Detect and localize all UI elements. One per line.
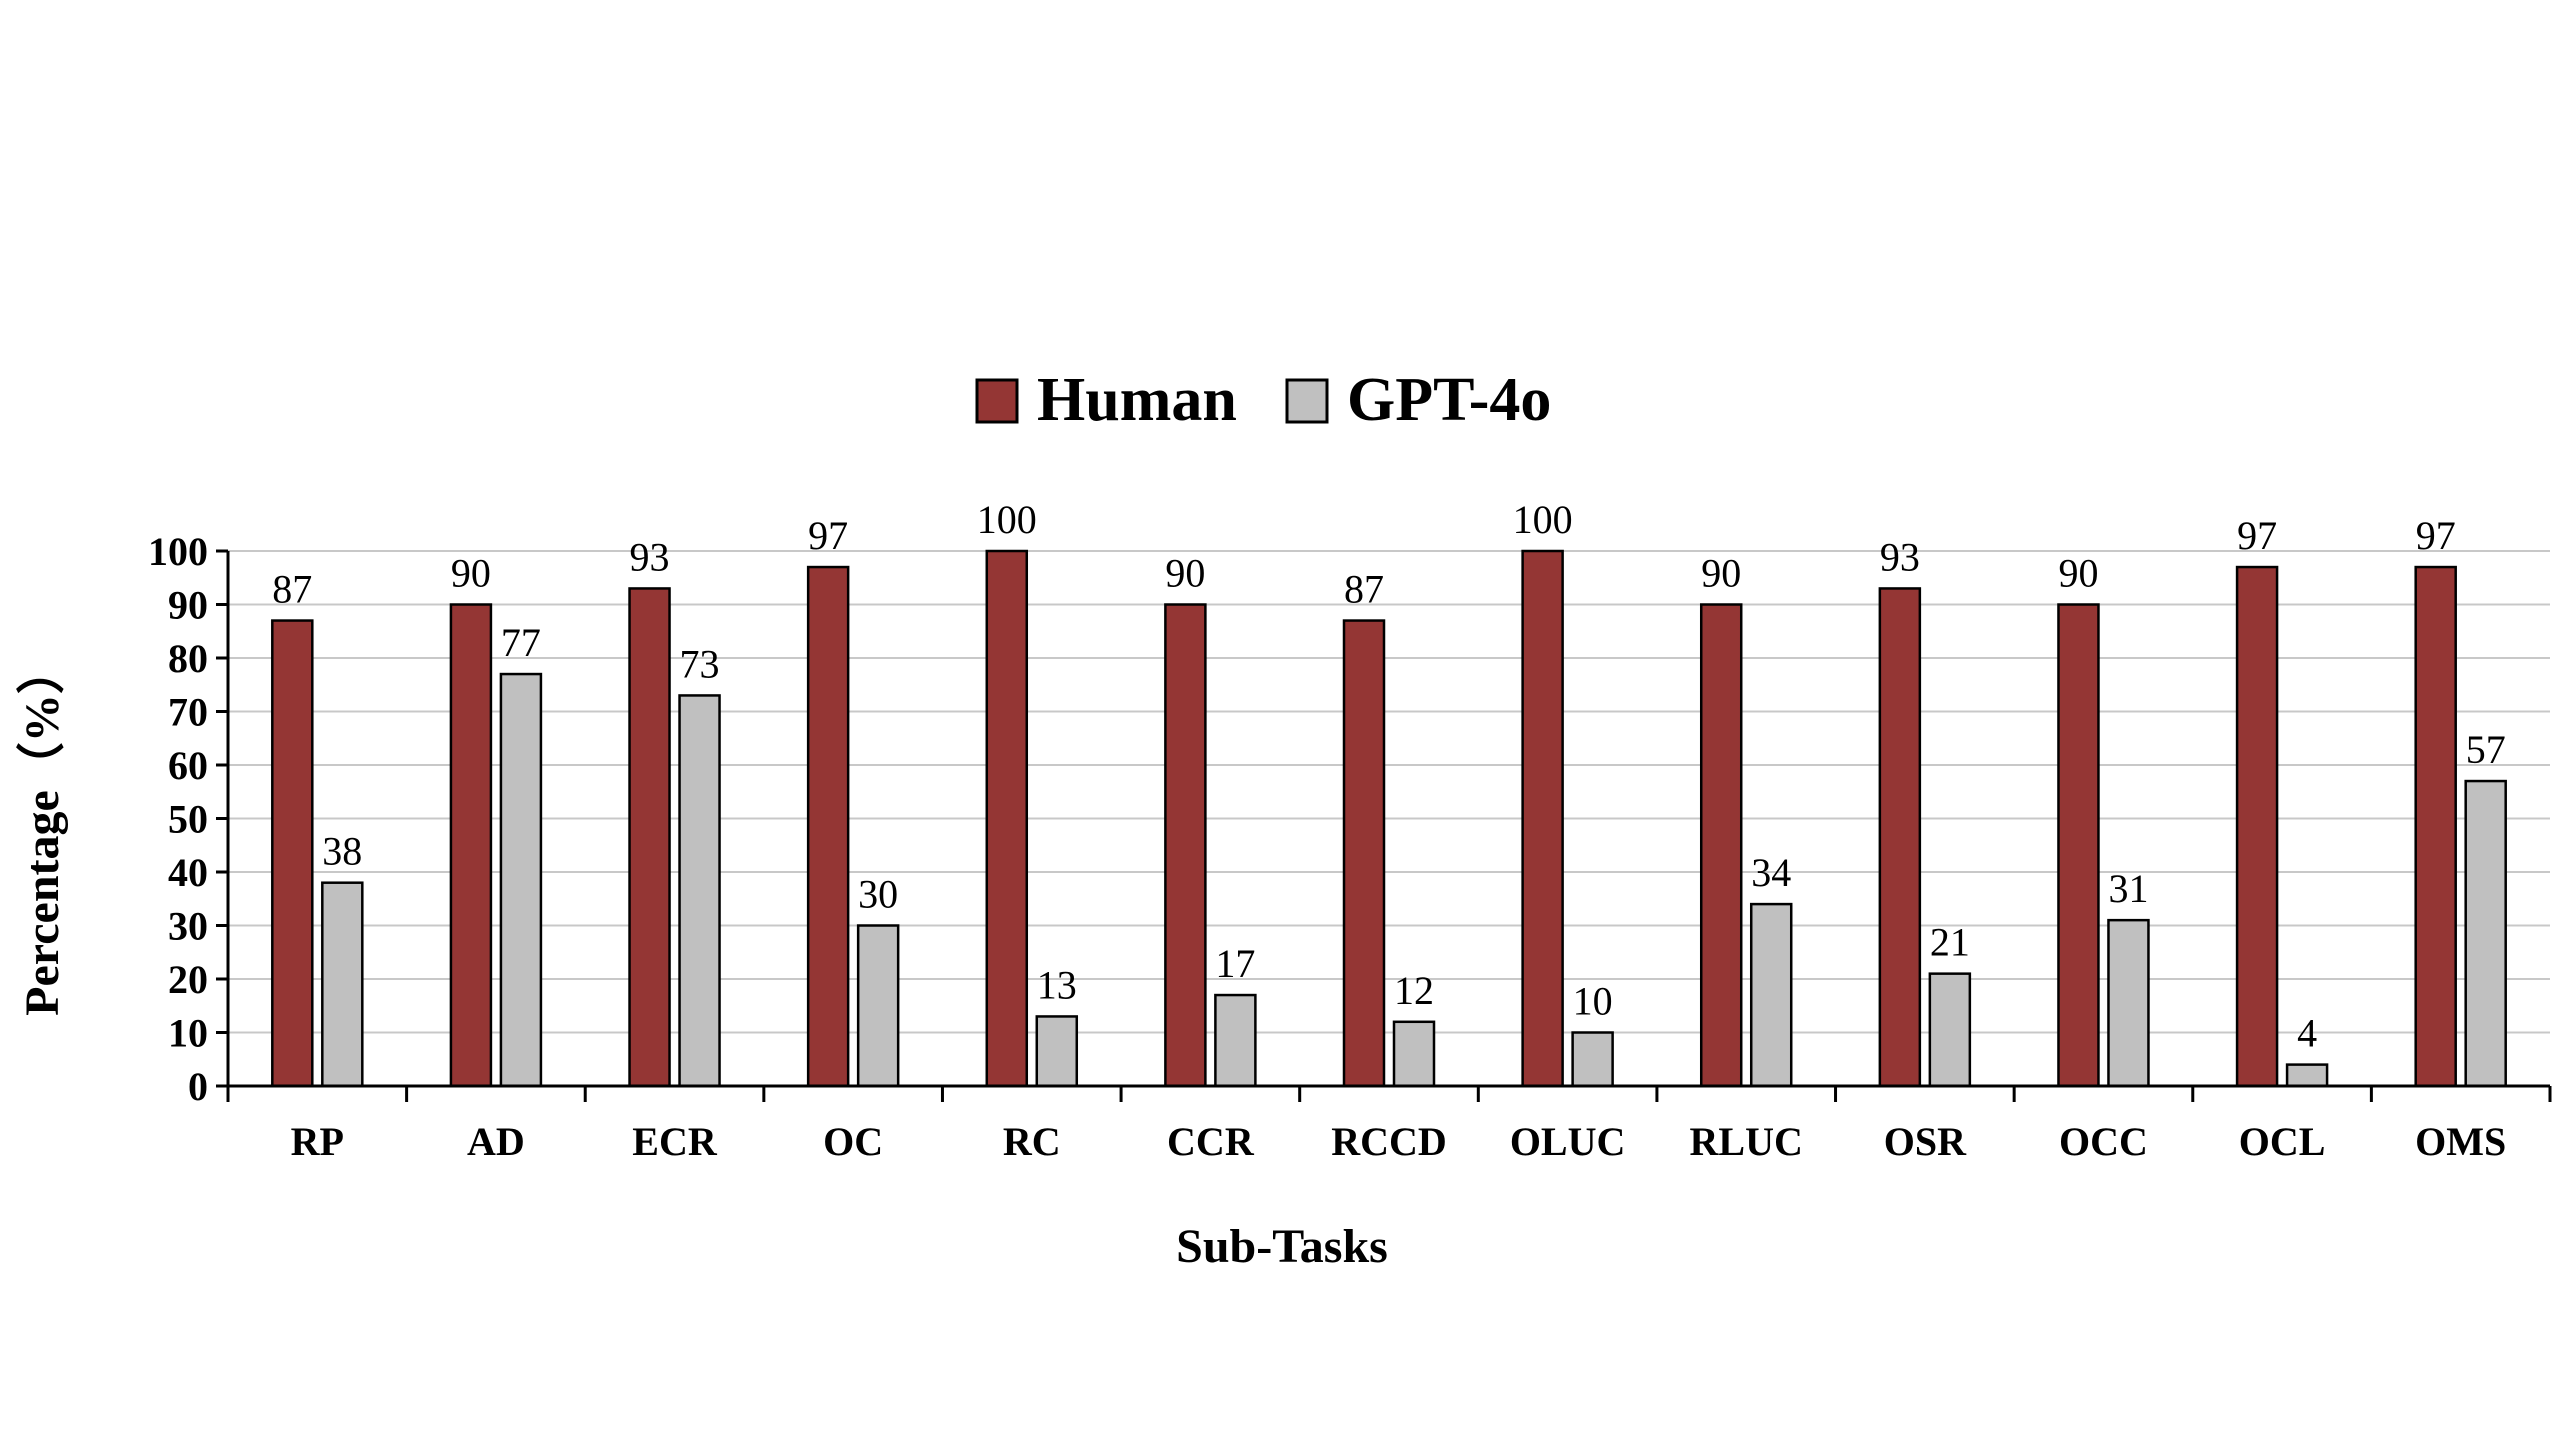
x-tick-label: OMS [2415, 1119, 2506, 1164]
tick-labels: 0 10 20 30 40 50 60 70 80 90 100 RP AD ECR OC RC CCR RCCD… [148, 529, 2506, 1164]
data-label-gpt-4o: 77 [501, 620, 541, 665]
data-label-human: 97 [2416, 513, 2456, 558]
bar-gpt-4o [1214, 993, 1257, 1088]
bar-gpt-4o [2285, 1063, 2329, 1088]
data-label-gpt-4o: 31 [2108, 866, 2148, 911]
bar-human [1878, 587, 1922, 1088]
bar-gpt-4o [1571, 1031, 1614, 1088]
y-tick-label: 10 [168, 1011, 208, 1056]
data-labels: 8738907793739730100139017871210010903493… [272, 497, 2505, 1056]
bar-human [2235, 565, 2279, 1088]
data-label-human: 97 [808, 513, 848, 558]
bar-human [1164, 603, 1207, 1088]
x-tick-label: RC [1003, 1119, 1061, 1164]
data-label-human: 90 [1701, 551, 1741, 596]
data-label-gpt-4o: 12 [1394, 968, 1434, 1013]
x-tick-label: RLUC [1690, 1119, 1803, 1164]
gridlines [228, 550, 2550, 1034]
y-tick-label: 100 [148, 529, 208, 574]
bar-gpt-4o [2107, 918, 2150, 1088]
y-tick-label: 20 [168, 957, 208, 1002]
legend-swatch-gpt-4o [1285, 378, 1329, 424]
data-label-human: 100 [977, 497, 1037, 542]
bar-gpt-4o [2464, 779, 2507, 1088]
bar-human [2057, 603, 2100, 1088]
y-tick-label: 30 [168, 904, 208, 949]
data-label-human: 100 [1513, 497, 1573, 542]
bar-human [2414, 565, 2457, 1088]
data-label-human: 97 [2237, 513, 2277, 558]
data-label-gpt-4o: 57 [2466, 727, 2506, 772]
bar-human [449, 603, 493, 1088]
bar-human [1699, 603, 1743, 1088]
bar-gpt-4o [1749, 902, 1793, 1088]
data-label-gpt-4o: 73 [680, 641, 720, 686]
x-tick-label: OLUC [1510, 1119, 1626, 1164]
x-tick-label: AD [467, 1119, 525, 1164]
data-label-gpt-4o: 21 [1930, 920, 1970, 965]
data-label-gpt-4o: 38 [322, 829, 362, 874]
legend: Human GPT-4o [975, 366, 1551, 434]
data-label-human: 90 [451, 551, 491, 596]
bar-gpt-4o [499, 672, 543, 1088]
data-label-gpt-4o: 30 [858, 872, 898, 917]
x-tick-label: RCCD [1331, 1119, 1447, 1164]
y-tick-label: 40 [168, 850, 208, 895]
bar-gpt-4o [1928, 972, 1972, 1088]
x-tick-label: RP [291, 1119, 344, 1164]
x-tick-label: OCC [2059, 1119, 2148, 1164]
x-axis-title: Sub-Tasks [1176, 1220, 1388, 1273]
data-label-gpt-4o: 10 [1573, 979, 1613, 1024]
bar-human [806, 565, 850, 1088]
data-label-human: 90 [2058, 551, 2098, 596]
x-tick-label: OSR [1884, 1119, 1967, 1164]
bar-human [1521, 549, 1564, 1088]
bar-gpt-4o [678, 694, 721, 1088]
bar-gpt-4o [1035, 1015, 1079, 1088]
data-label-human: 87 [272, 567, 312, 612]
bar-human [1342, 619, 1386, 1088]
x-tick-label: CCR [1167, 1119, 1255, 1164]
data-label-human: 90 [1165, 551, 1205, 596]
data-label-gpt-4o: 4 [2297, 1011, 2317, 1056]
data-label-gpt-4o: 34 [1751, 850, 1791, 895]
bar-human [985, 549, 1029, 1088]
bar-gpt-4o [321, 881, 364, 1088]
axes [216, 549, 2552, 1102]
legend-label: GPT-4o [1347, 366, 1551, 434]
y-axis-title: Percentage（%） [16, 646, 69, 1016]
data-label-gpt-4o: 17 [1215, 941, 1255, 986]
data-label-gpt-4o: 13 [1037, 962, 1077, 1007]
x-tick-label: OC [823, 1119, 883, 1164]
data-label-human: 87 [1344, 567, 1384, 612]
bar-gpt-4o [856, 924, 900, 1088]
bar-gpt-4o [1392, 1020, 1436, 1088]
data-label-human: 93 [1880, 534, 1920, 579]
x-tick-label: OCL [2239, 1119, 2326, 1164]
y-tick-label: 0 [188, 1064, 208, 1109]
bar-human [628, 587, 671, 1088]
data-label-human: 93 [630, 534, 670, 579]
y-tick-label: 80 [168, 636, 208, 681]
y-tick-label: 70 [168, 690, 208, 735]
y-tick-label: 50 [168, 797, 208, 842]
y-tick-label: 90 [168, 583, 208, 628]
legend-swatch-human [975, 378, 1019, 424]
y-tick-label: 60 [168, 743, 208, 788]
x-tick-label: ECR [632, 1119, 718, 1164]
bar-human [271, 619, 314, 1088]
legend-label: Human [1037, 366, 1237, 434]
